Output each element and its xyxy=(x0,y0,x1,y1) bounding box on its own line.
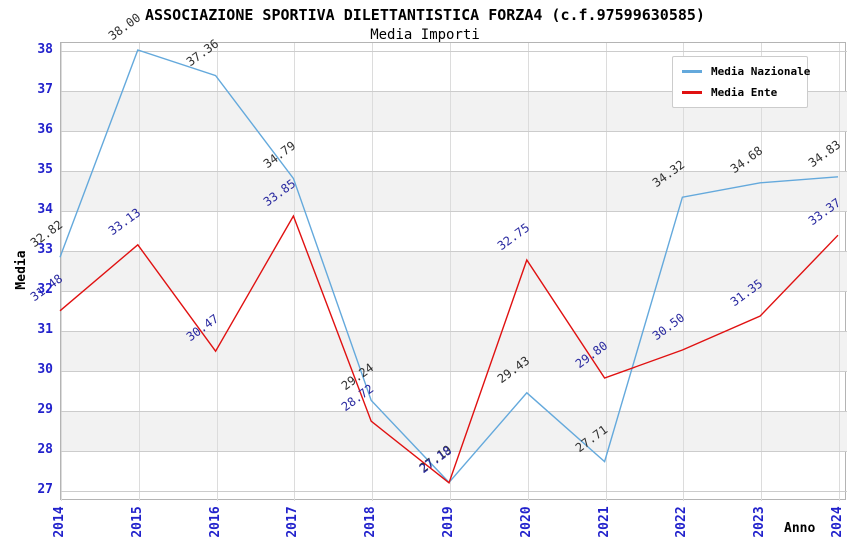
x-tick-label: 2021 xyxy=(596,506,612,538)
horizontal-gridline xyxy=(61,171,847,172)
vertical-gridline xyxy=(761,43,763,501)
y-tick-label: 28 xyxy=(37,442,53,457)
legend-swatch-nazionale-icon xyxy=(682,70,702,73)
x-tick-label: 2018 xyxy=(363,506,379,538)
line-media-ente xyxy=(59,214,839,484)
horizontal-gridline xyxy=(61,331,847,332)
y-tick-label: 37 xyxy=(37,82,53,97)
series-lines xyxy=(59,49,839,484)
x-tick-label: 2014 xyxy=(52,506,67,538)
horizontal-gridline xyxy=(61,291,847,292)
x-axis-title: Anno xyxy=(784,521,816,536)
horizontal-gridline xyxy=(61,211,847,212)
legend-label-nazionale: Media Nazionale xyxy=(711,65,811,78)
x-tick-label: 2015 xyxy=(129,506,145,538)
vertical-gridline xyxy=(138,43,140,501)
horizontal-gridline xyxy=(61,451,847,452)
vertical-gridline xyxy=(294,43,296,501)
vertical-gridline xyxy=(605,43,607,501)
chart-subtitle: Media Importi xyxy=(370,27,480,43)
x-tick-label: 2017 xyxy=(285,506,301,538)
horizontal-gridline xyxy=(61,491,847,492)
vertical-gridline xyxy=(216,43,218,501)
y-tick-label: 35 xyxy=(37,162,53,177)
y-tick-label: 27 xyxy=(37,482,53,497)
horizontal-gridline xyxy=(61,251,847,252)
horizontal-gridline xyxy=(61,51,847,52)
y-tick-label: 33 xyxy=(37,242,53,257)
plot-area xyxy=(60,42,847,501)
line-media-nazionale xyxy=(59,49,839,484)
horizontal-gridline xyxy=(61,371,847,372)
vertical-gridline xyxy=(372,43,374,501)
horizontal-gridline xyxy=(61,91,847,92)
x-tick-label: 2022 xyxy=(674,506,690,538)
horizontal-gridline xyxy=(61,411,847,412)
horizontal-gridline xyxy=(61,131,847,132)
y-tick-label: 32 xyxy=(37,282,53,297)
x-tick-label: 2023 xyxy=(752,506,768,538)
y-tick-label: 36 xyxy=(37,122,53,137)
y-tick-label: 38 xyxy=(37,42,53,57)
legend-item-media-ente: Media Ente xyxy=(682,85,798,100)
vertical-gridline xyxy=(61,43,62,501)
legend-item-media-nazionale: Media Nazionale xyxy=(682,64,810,79)
vertical-gridline xyxy=(683,43,685,501)
y-axis-title: Media xyxy=(14,250,29,290)
vertical-gridline xyxy=(527,43,529,501)
legend-label-ente: Media Ente xyxy=(711,86,778,99)
x-tick-label: 2020 xyxy=(518,506,534,538)
y-tick-label: 29 xyxy=(37,402,53,417)
legend-swatch-ente-icon xyxy=(682,91,702,94)
y-tick-label: 34 xyxy=(37,202,53,217)
vertical-gridline xyxy=(450,43,451,501)
y-tick-label: 30 xyxy=(37,362,53,377)
y-tick-label: 31 xyxy=(37,322,53,337)
x-tick-label: 2019 xyxy=(441,506,456,538)
chart-title: ASSOCIAZIONE SPORTIVA DILETTANTISTICA FO… xyxy=(145,6,705,24)
band-shading xyxy=(61,251,847,291)
band-shading xyxy=(61,411,847,451)
legend: Media Nazionale Media Ente xyxy=(672,56,810,108)
band-shading xyxy=(61,331,847,371)
vertical-gridline xyxy=(839,43,840,501)
x-tick-label: 2024 xyxy=(830,506,845,538)
x-tick-label: 2016 xyxy=(207,506,223,538)
